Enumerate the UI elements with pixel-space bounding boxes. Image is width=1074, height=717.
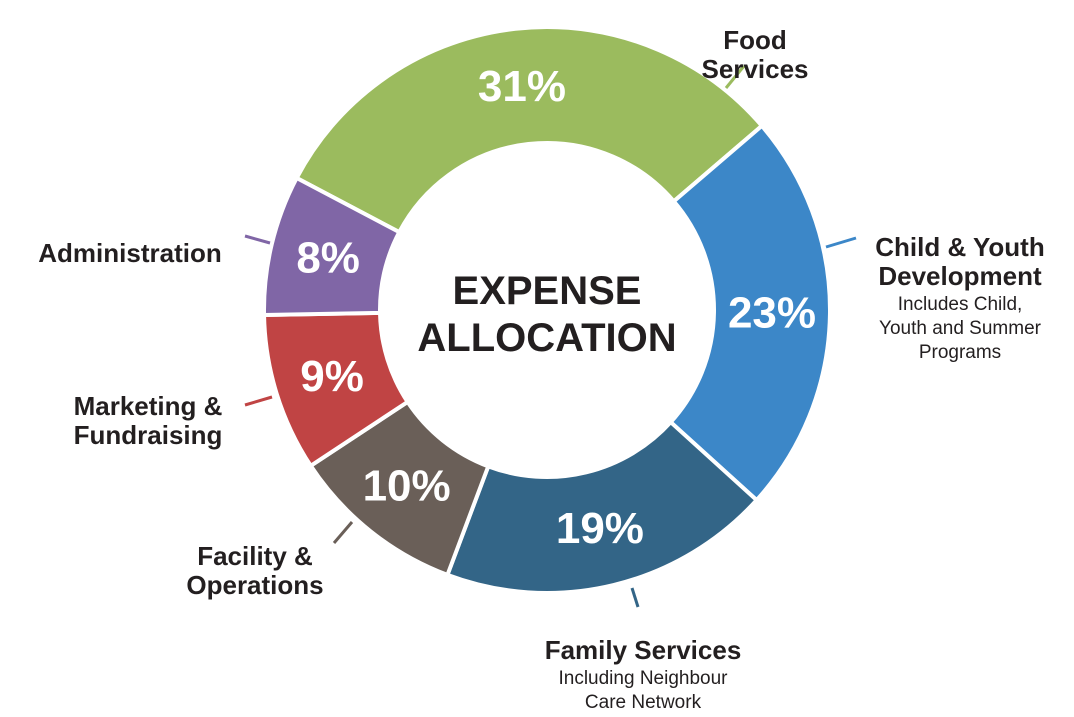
leader-line [724, 65, 746, 89]
slice-6 [262, 175, 402, 317]
slice-category-note: Programs [919, 342, 1001, 363]
leader-line [825, 236, 857, 249]
slice-category-note: Including Neighbour [558, 668, 728, 689]
slice-category-label: Child & Youth [875, 232, 1044, 262]
slice-percent-label: 8% [296, 233, 360, 282]
slice-category-label: Family Services [545, 635, 742, 665]
slice-percent-label: 9% [300, 352, 364, 401]
slice-percent-label: 31% [478, 62, 566, 111]
slice-category-label: Operations [186, 570, 323, 600]
chart-title-line-2: ALLOCATION [417, 316, 676, 360]
slice-percent-label: 10% [363, 461, 451, 510]
slice-category-label: Food [723, 25, 787, 55]
leader-line [244, 395, 273, 407]
slice-category-label: Administration [38, 238, 221, 268]
slice-percent-label: 23% [728, 289, 816, 338]
slice-1 [293, 25, 765, 235]
slice-2 [667, 123, 832, 503]
slice-3 [444, 419, 760, 595]
leader-line [630, 587, 640, 608]
slice-category-note: Care Network [585, 692, 702, 713]
leader-line [332, 521, 354, 544]
slice-category-note: Includes Child, [898, 294, 1023, 315]
slice-category-label: Facility & [197, 541, 313, 571]
slice-category-label: Services [702, 54, 809, 84]
slice-category-note: Youth and Summer [879, 318, 1042, 339]
slice-category-label: Marketing & [74, 391, 223, 421]
leader-line [244, 234, 271, 245]
slice-category-label: Development [878, 261, 1042, 291]
slice-category-label: Fundraising [74, 420, 223, 450]
chart-title-line-1: EXPENSE [453, 269, 642, 313]
slice-percent-label: 19% [556, 504, 644, 553]
